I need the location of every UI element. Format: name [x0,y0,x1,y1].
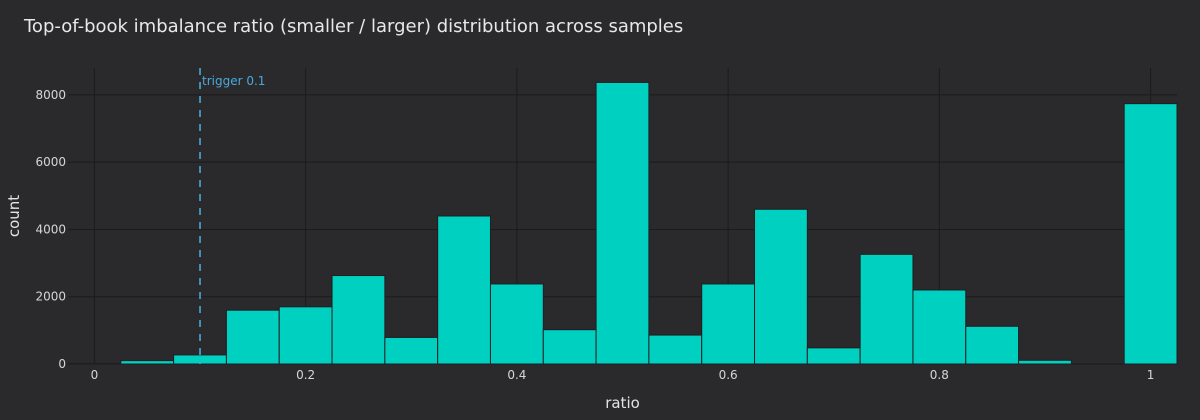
y-axis-title: count [5,195,23,237]
x-tick-label-4: 0.8 [930,368,949,382]
y-tick-label-2: 4000 [35,222,66,236]
bar-12 [701,283,756,365]
y-tick-label-1: 2000 [35,290,66,304]
bar-9 [542,329,597,365]
chart-title: Top-of-book imbalance ratio (smaller / l… [24,16,684,37]
x-tick-label-5: 1 [1147,368,1155,382]
bars [67,81,1178,365]
bar-0 [67,362,122,365]
bar-1 [120,360,175,365]
annotations: trigger 0.1 [199,68,265,364]
x-axis-ticks: 0 0.2 0.4 0.6 0.8 1 [91,368,1155,382]
x-tick-label-0: 0 [91,368,99,382]
bar-3 [225,309,280,365]
bar-18 [1018,359,1072,365]
x-tick-label-2: 0.4 [507,368,526,382]
y-tick-label-0: 0 [58,357,66,371]
bar-11 [648,334,703,365]
y-tick-label-3: 6000 [35,155,66,169]
bar-4 [278,306,333,365]
threshold-label: trigger 0.1 [202,74,265,88]
bar-8 [489,283,544,365]
y-tick-label-4: 8000 [35,88,66,102]
x-tick-label-1: 0.2 [296,368,315,382]
x-tick-label-3: 0.6 [719,368,738,382]
bar-13 [754,208,808,365]
bar-10 [595,81,650,365]
bar-17 [965,325,1020,365]
bar-16 [912,289,967,365]
bar-7 [437,215,491,365]
y-axis-ticks: 0 2000 4000 6000 8000 [35,88,66,371]
bar-20 [1123,103,1178,365]
bar-15 [859,253,914,365]
bar-5 [331,275,386,365]
bar-14 [806,347,861,365]
bar-6 [384,336,439,365]
x-axis-title: ratio [605,394,640,412]
